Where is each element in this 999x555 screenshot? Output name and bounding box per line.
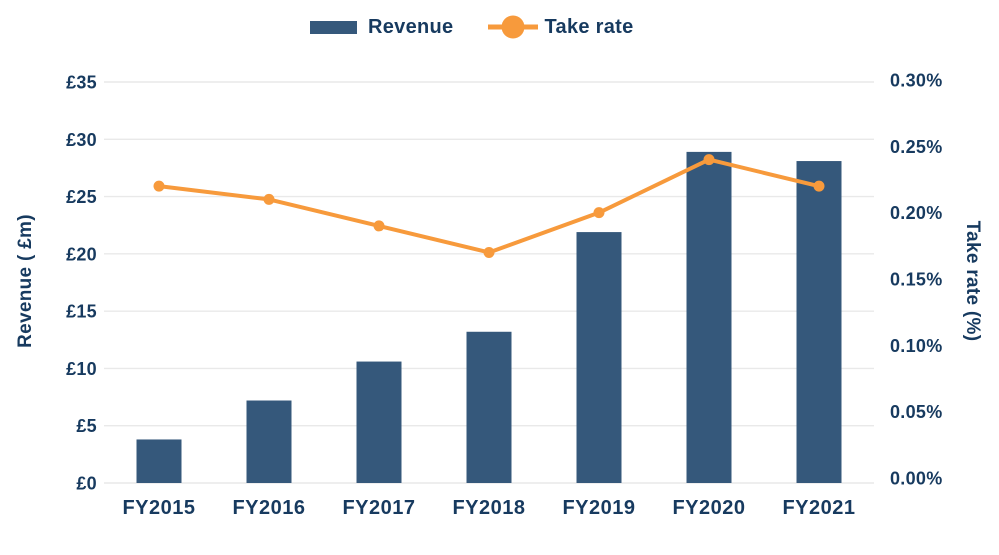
legend-item-revenue[interactable]: Revenue <box>310 16 453 39</box>
revenue-bar-fy2019[interactable] <box>576 232 622 483</box>
x-axis-label-fy2018: FY2018 <box>452 497 525 519</box>
legend-label-take-rate: Take rate <box>544 15 634 38</box>
legend-item-take-rate[interactable]: Take rate <box>488 14 633 40</box>
take-rate-point-fy2021[interactable] <box>813 180 825 192</box>
legend-label-revenue: Revenue <box>368 15 454 38</box>
x-axis-label-fy2021: FY2021 <box>782 497 855 519</box>
left-axis-tick-label: £10 <box>66 359 97 379</box>
left-axis-title: Revenue ( £m) <box>15 214 36 348</box>
take-rate-line-marker-icon <box>488 14 539 40</box>
revenue-bar-fy2015[interactable] <box>136 439 182 483</box>
take-rate-point-fy2015[interactable] <box>153 180 165 192</box>
right-axis-tick-label: 0.00% <box>890 469 943 489</box>
take-rate-point-fy2019[interactable] <box>593 207 605 219</box>
take-rate-point-fy2016[interactable] <box>263 193 275 205</box>
take-rate-point-fy2018[interactable] <box>483 246 495 258</box>
revenue-bar-fy2017[interactable] <box>356 361 402 483</box>
left-axis-tick-label: £25 <box>66 187 97 207</box>
left-axis-tick-label: £15 <box>66 302 97 322</box>
revenue-bar-fy2020[interactable] <box>686 151 732 484</box>
x-axis-label-fy2015: FY2015 <box>122 497 195 519</box>
left-axis-tick-label: £0 <box>76 474 97 494</box>
right-axis-title: Take rate (%) <box>962 220 983 342</box>
left-axis-tick-label: £35 <box>66 73 97 93</box>
take-rate-point-fy2017[interactable] <box>373 220 385 232</box>
x-axis-label-fy2016: FY2016 <box>232 497 305 519</box>
x-axis-label-fy2019: FY2019 <box>562 497 635 519</box>
revenue-bar-fy2018[interactable] <box>466 331 512 483</box>
right-axis-tick-label: 0.15% <box>890 270 943 290</box>
left-axis-tick-label: £30 <box>66 130 97 150</box>
right-axis-tick-label: 0.10% <box>890 336 943 356</box>
left-axis-tick-label: £5 <box>76 416 97 436</box>
right-axis-tick-label: 0.25% <box>890 137 943 157</box>
x-axis-label-fy2017: FY2017 <box>342 497 415 519</box>
chart-legend: Revenue Take rate <box>310 14 634 40</box>
take-rate-point-fy2020[interactable] <box>703 154 715 166</box>
right-axis-tick-label: 0.05% <box>890 402 943 422</box>
revenue-bar-fy2021[interactable] <box>796 161 842 483</box>
right-axis-tick-label: 0.20% <box>890 203 943 223</box>
x-axis-label-fy2020: FY2020 <box>672 497 745 519</box>
right-axis-tick-label: 0.30% <box>890 71 943 91</box>
revenue-bar-fy2016[interactable] <box>246 400 292 483</box>
take-rate-marker-svg <box>488 15 539 39</box>
revenue-bar-swatch-icon <box>310 20 357 34</box>
left-axis-tick-label: £20 <box>66 244 97 264</box>
